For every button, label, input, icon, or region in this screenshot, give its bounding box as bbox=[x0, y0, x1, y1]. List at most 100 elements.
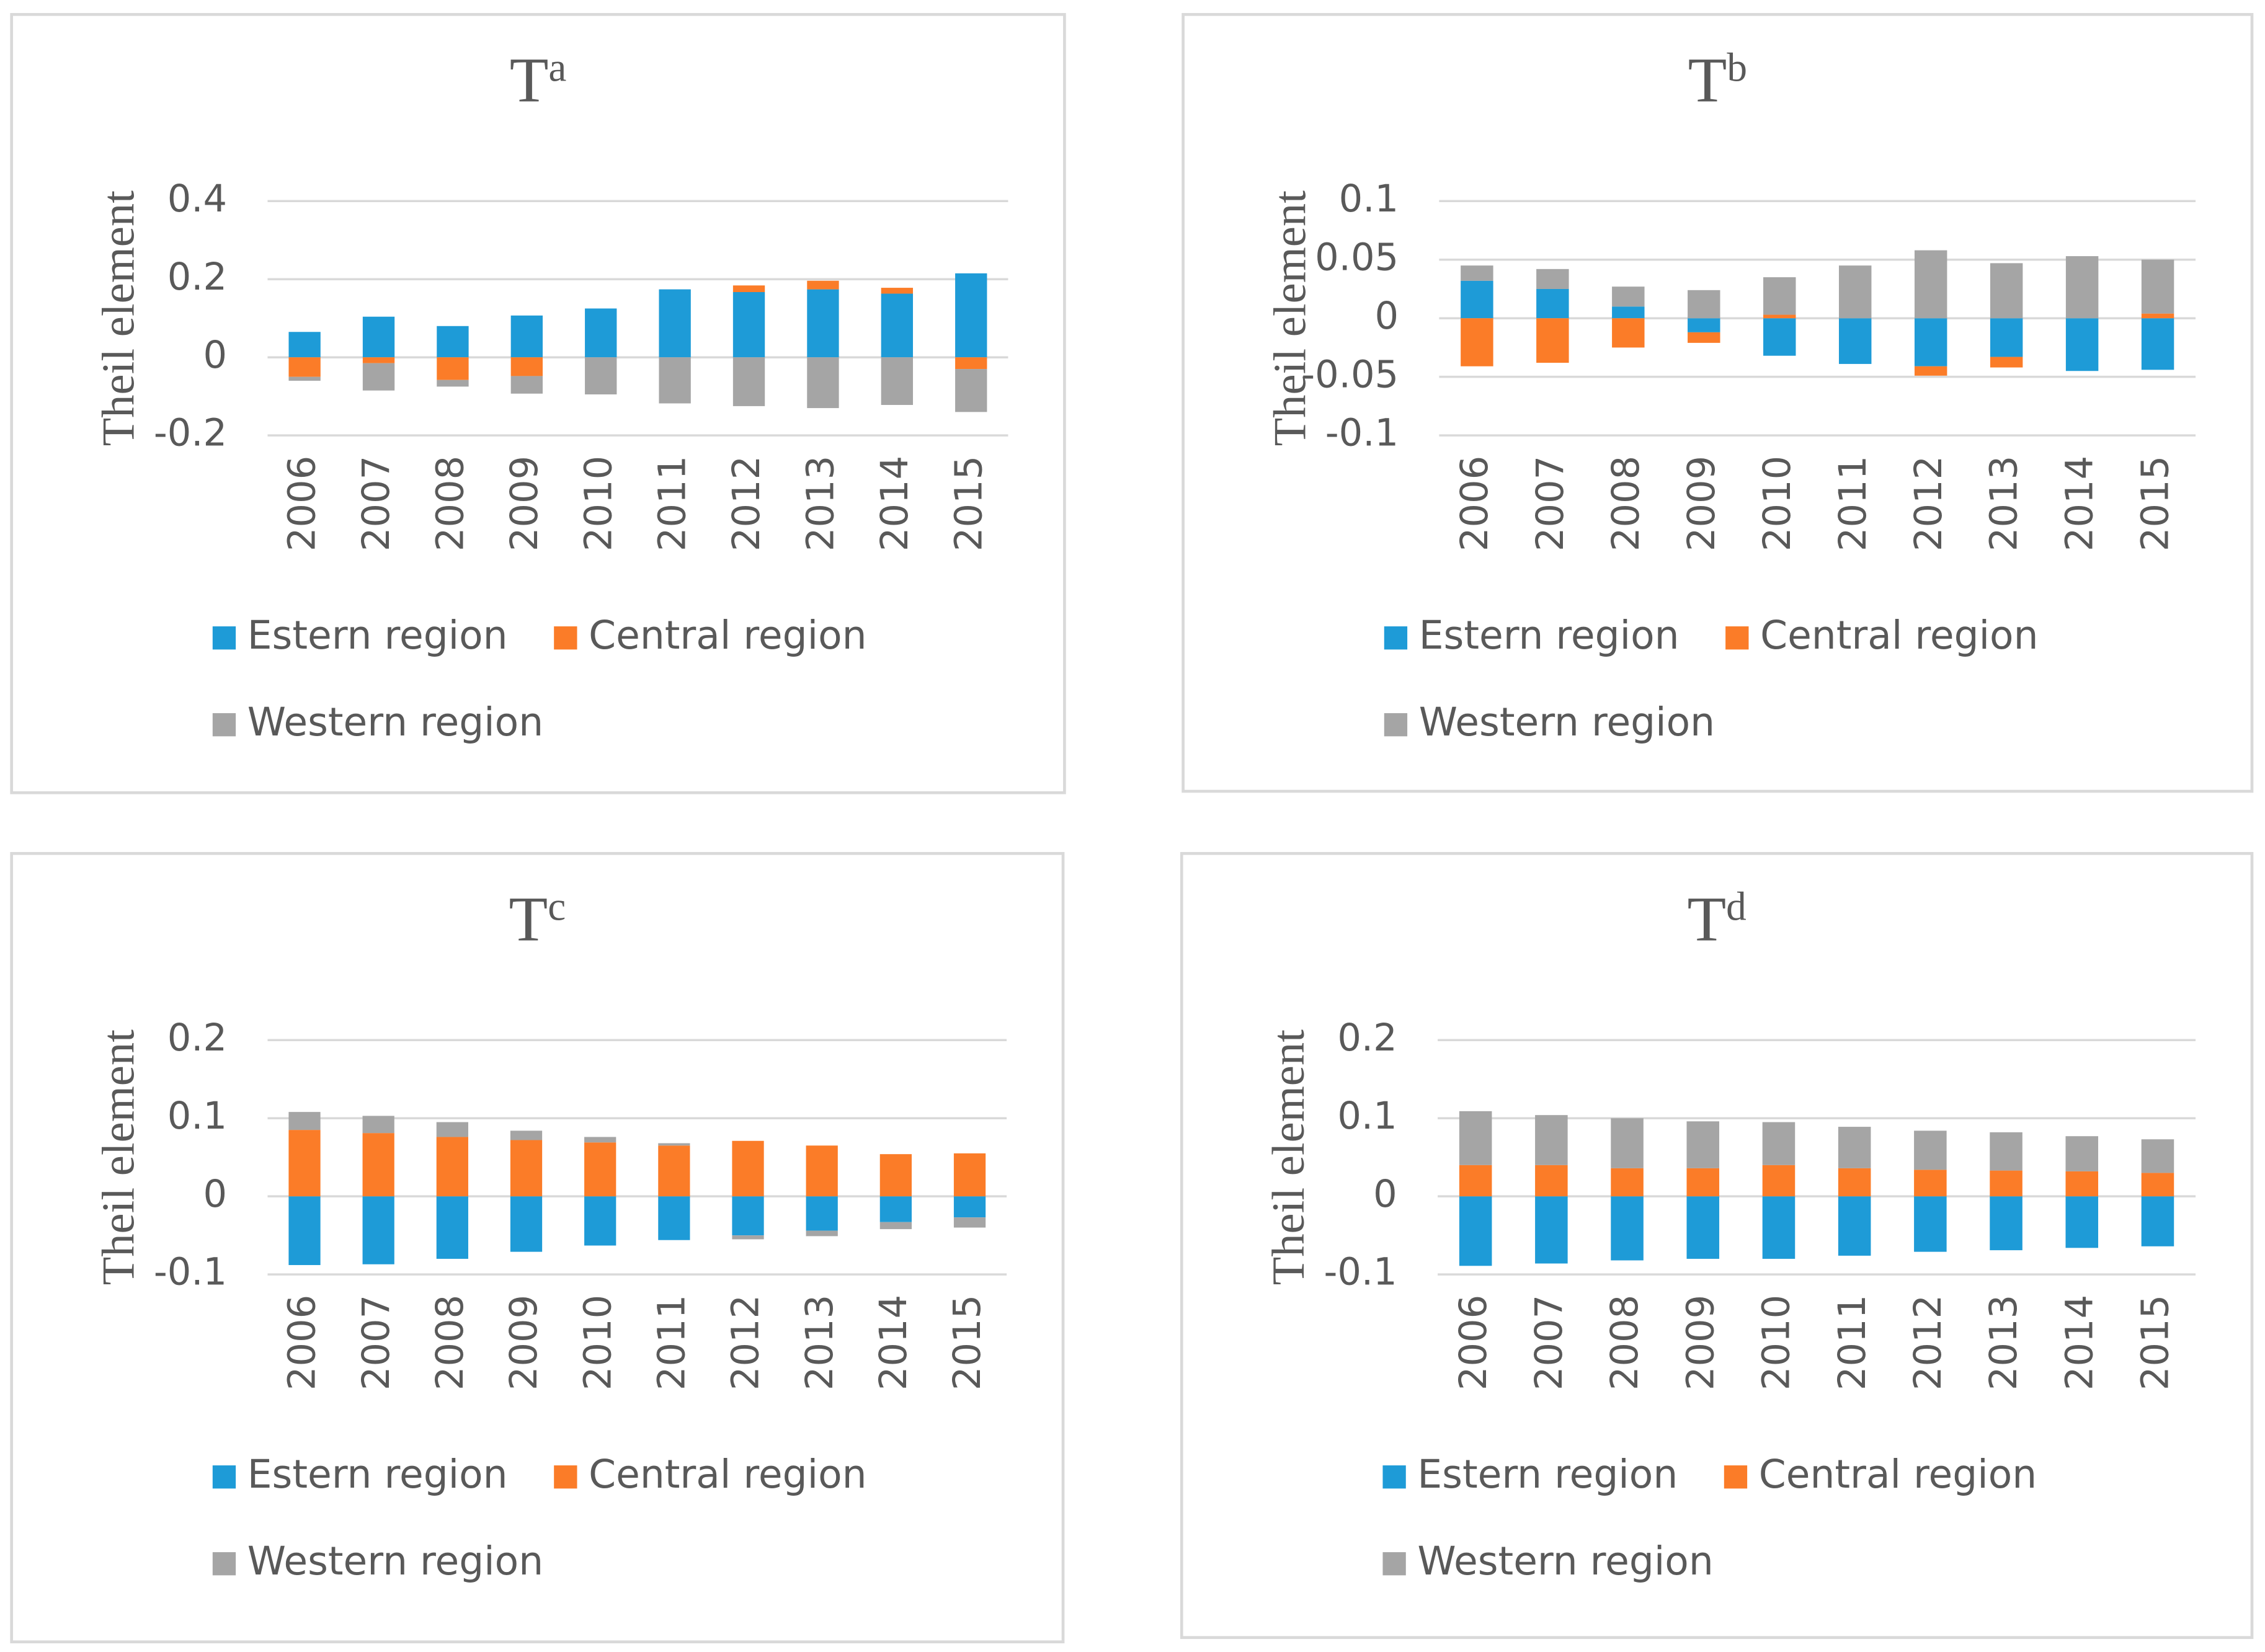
y-tick-label: 0 bbox=[203, 1173, 228, 1216]
legend-label: Estern region bbox=[1417, 1452, 1678, 1497]
chart-title: Ta bbox=[510, 45, 567, 115]
bar bbox=[807, 357, 839, 409]
bar bbox=[437, 357, 469, 380]
bar bbox=[2141, 1173, 2174, 1197]
bar bbox=[1914, 250, 1947, 319]
x-tick-label: 2008 bbox=[429, 456, 473, 551]
bar bbox=[584, 1196, 616, 1246]
y-tick-label: 0 bbox=[1375, 295, 1399, 338]
y-tick-label: 0.4 bbox=[167, 177, 227, 221]
bar bbox=[1686, 1168, 1720, 1197]
bar bbox=[288, 1112, 321, 1130]
x-tick-label: 2014 bbox=[2058, 1295, 2101, 1390]
panel-border bbox=[1181, 12, 2254, 793]
bar bbox=[881, 288, 914, 294]
bar bbox=[732, 285, 765, 293]
bar bbox=[659, 357, 691, 404]
legend-swatch bbox=[212, 1552, 236, 1576]
bar bbox=[1459, 1111, 1492, 1165]
bar bbox=[362, 316, 395, 358]
bar bbox=[1686, 1121, 1720, 1168]
legend-swatch bbox=[554, 626, 577, 650]
chart-panel: Td Theil element -0.1 0 0.1 0.2 2006 2007 2008 20… bbox=[1180, 851, 2254, 1640]
bar bbox=[510, 315, 543, 358]
y-tick-label: 0.1 bbox=[1337, 1095, 1397, 1138]
y-tick-label: 0.1 bbox=[167, 1095, 227, 1138]
bar bbox=[2065, 256, 2099, 319]
legend-label: Estern region bbox=[1419, 613, 1680, 658]
legend-swatch bbox=[1382, 1552, 1406, 1576]
bar bbox=[658, 1143, 690, 1146]
x-tick-label: 2008 bbox=[429, 1295, 472, 1390]
y-tick-label: 0.2 bbox=[1337, 1016, 1397, 1060]
y-tick-label: -0.1 bbox=[1324, 1251, 1397, 1294]
x-tick-label: 2008 bbox=[1603, 1295, 1647, 1390]
bar bbox=[584, 1137, 616, 1143]
bar bbox=[732, 357, 765, 406]
bar bbox=[437, 326, 469, 358]
x-tick-label: 2010 bbox=[1755, 1295, 1799, 1390]
bar bbox=[510, 1140, 543, 1197]
legend-label: Estern region bbox=[247, 1452, 508, 1497]
y-axis-label: Theil element bbox=[92, 190, 144, 446]
bar bbox=[1763, 314, 1796, 319]
legend-swatch bbox=[1384, 713, 1408, 737]
bar bbox=[1990, 1196, 2022, 1251]
bar bbox=[658, 1145, 690, 1197]
bar bbox=[807, 289, 839, 358]
legend-label: Central region bbox=[589, 613, 866, 658]
bar bbox=[1536, 288, 1569, 319]
bar bbox=[585, 357, 617, 395]
bar bbox=[288, 1130, 321, 1197]
bar bbox=[955, 357, 987, 370]
bar bbox=[2141, 313, 2174, 319]
bar bbox=[362, 363, 395, 391]
x-tick-label: 2007 bbox=[355, 456, 398, 551]
x-tick-label: 2009 bbox=[1680, 456, 1724, 551]
title-superscript: c bbox=[548, 885, 566, 930]
bar bbox=[288, 357, 321, 377]
bar bbox=[1838, 265, 1872, 319]
y-tick-label: 0.05 bbox=[1315, 236, 1399, 279]
title-superscript: a bbox=[548, 46, 566, 91]
bar bbox=[732, 292, 765, 358]
bar bbox=[288, 1196, 321, 1266]
bar bbox=[510, 376, 543, 394]
y-tick-label: 0 bbox=[1373, 1173, 1397, 1216]
title-text: T bbox=[1687, 884, 1726, 954]
bar bbox=[1914, 1196, 1947, 1252]
bar bbox=[879, 1222, 912, 1230]
title-text: T bbox=[509, 884, 548, 954]
bar bbox=[953, 1217, 986, 1228]
bar bbox=[510, 1196, 543, 1252]
bar bbox=[1990, 357, 2023, 368]
bar bbox=[585, 308, 617, 358]
bar bbox=[362, 1116, 394, 1134]
bar bbox=[2065, 1136, 2099, 1171]
bar bbox=[955, 369, 987, 412]
bar bbox=[1459, 1196, 1492, 1266]
legend-label: Estern region bbox=[247, 613, 508, 658]
x-tick-label: 2014 bbox=[872, 1295, 915, 1390]
bar bbox=[1914, 1130, 1947, 1170]
y-tick-label: -0.1 bbox=[154, 1251, 227, 1294]
bar bbox=[1612, 286, 1645, 307]
bar bbox=[1611, 1196, 1644, 1261]
legend-label: Western region bbox=[1417, 1539, 1713, 1584]
bar bbox=[2141, 259, 2174, 314]
x-tick-label: 2008 bbox=[1604, 456, 1648, 551]
bar bbox=[1763, 318, 1796, 356]
legend-swatch bbox=[212, 626, 236, 650]
bar bbox=[1461, 265, 1493, 281]
bar bbox=[2065, 318, 2099, 371]
y-tick-label: 0.1 bbox=[1339, 177, 1399, 221]
bar bbox=[2141, 1196, 2174, 1246]
bar bbox=[2065, 1171, 2099, 1197]
bar bbox=[1763, 277, 1796, 315]
x-tick-label: 2013 bbox=[799, 456, 843, 551]
y-tick-label: -0.2 bbox=[154, 412, 227, 455]
chart-panel: Tb Theil element -0.1 -0.05 0 0.05 0.1 2006 2007… bbox=[1181, 12, 2254, 793]
x-tick-label: 2012 bbox=[1907, 1295, 1950, 1390]
bar bbox=[879, 1154, 912, 1197]
bar bbox=[436, 1122, 468, 1137]
